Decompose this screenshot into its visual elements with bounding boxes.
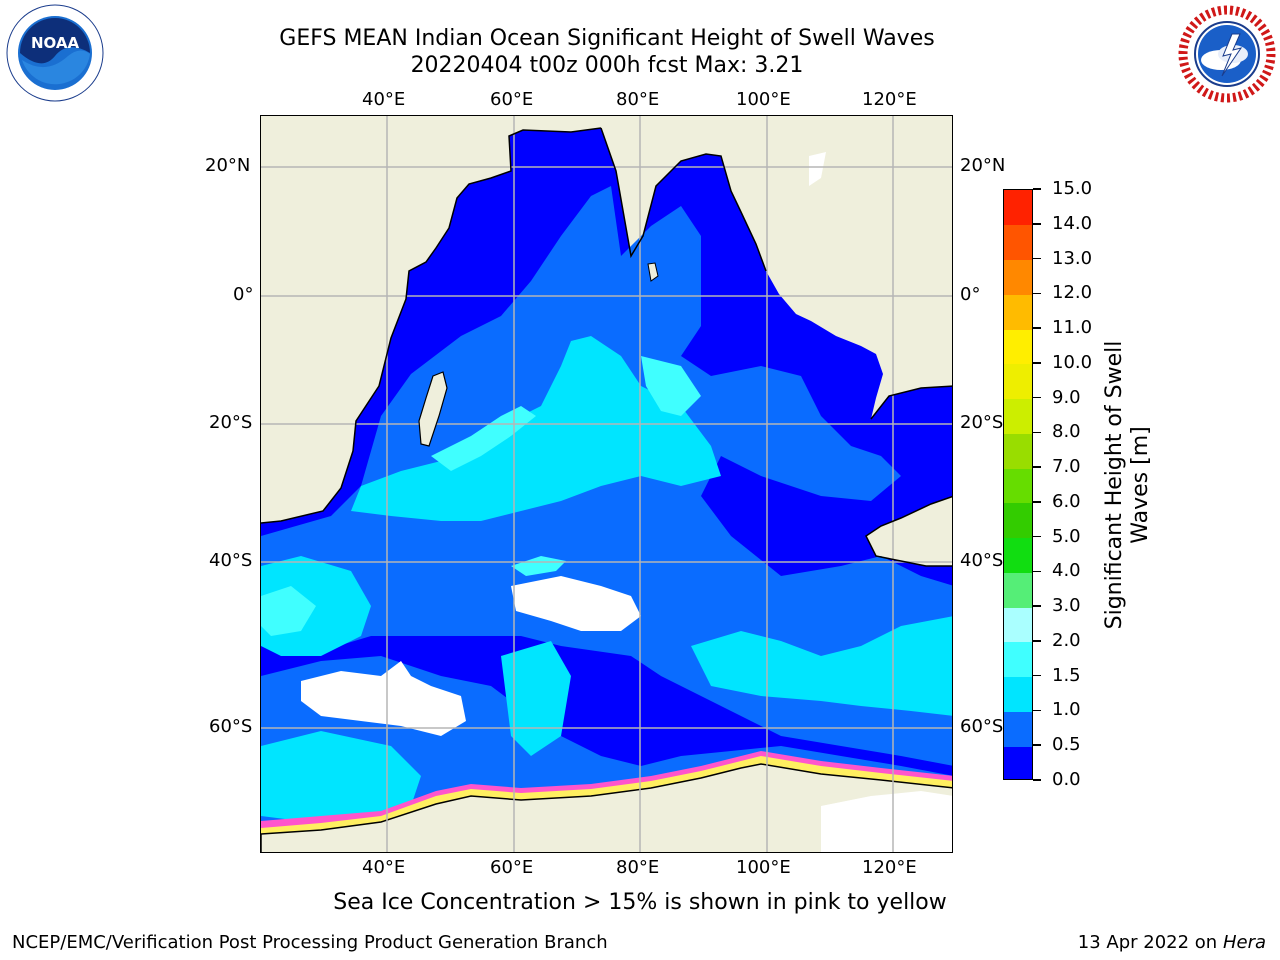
- lat-label-right: 40°S: [960, 550, 1004, 571]
- colorbar-tick-label: 13.0: [1052, 247, 1093, 269]
- colorbar-segment: [1004, 502, 1032, 539]
- lon-label-bottom: 120°E: [862, 857, 917, 878]
- colorbar-tick-mark: [1033, 535, 1041, 538]
- colorbar-segment: [1004, 676, 1032, 712]
- colorbar-segment: [1004, 746, 1032, 779]
- lon-label-top: 100°E: [736, 89, 791, 110]
- colorbar-tick-mark: [1033, 605, 1041, 607]
- colorbar-segment: [1004, 329, 1032, 365]
- colorbar-tick-label: 3.0: [1052, 595, 1081, 617]
- colorbar-tick-mark: [1033, 188, 1041, 190]
- colorbar-tick-mark: [1033, 396, 1041, 399]
- colorbar-tick-label: 14.0: [1052, 212, 1093, 234]
- colorbar: [1003, 189, 1033, 780]
- swell-height-map: [260, 115, 953, 853]
- colorbar-segment: [1004, 641, 1032, 678]
- colorbar-segment: [1004, 607, 1032, 643]
- lon-label-top: 40°E: [362, 89, 406, 110]
- colorbar-tick-mark: [1033, 431, 1041, 434]
- lat-label-right: 60°S: [960, 716, 1004, 737]
- lat-label-left: 40°S: [209, 550, 253, 571]
- colorbar-segment: [1004, 398, 1032, 434]
- colorbar-segment: [1004, 294, 1032, 330]
- colorbar-tick-label: 12.0: [1052, 282, 1093, 304]
- map-title: GEFS MEAN Indian Ocean Significant Heigh…: [279, 26, 935, 51]
- nws-logo-icon: [1177, 4, 1277, 108]
- lon-label-bottom: 100°E: [736, 857, 791, 878]
- colorbar-tick-mark: [1033, 570, 1041, 573]
- sea-ice-footnote: Sea Ice Concentration > 15% is shown in …: [333, 890, 947, 915]
- colorbar-tick-label: 11.0: [1052, 317, 1093, 339]
- colorbar-tick-mark: [1033, 466, 1041, 468]
- colorbar-tick-mark: [1033, 292, 1041, 295]
- colorbar-segment: [1004, 259, 1032, 295]
- producer-credit: NCEP/EMC/Verification Post Processing Pr…: [12, 932, 608, 953]
- colorbar-tick-label: 0.5: [1052, 734, 1081, 756]
- colorbar-tick-mark: [1033, 362, 1041, 364]
- lat-label-left: 20°S: [209, 412, 253, 433]
- lat-label-left: 20°N: [205, 155, 251, 176]
- colorbar-tick-label: 9.0: [1052, 386, 1081, 408]
- lat-label-left: 0°: [233, 284, 254, 305]
- colorbar-tick-label: 0.0: [1052, 769, 1081, 790]
- colorbar-tick-label: 4.0: [1052, 560, 1081, 582]
- lon-label-top: 80°E: [616, 89, 660, 110]
- colorbar-tick-label: 6.0: [1052, 490, 1081, 512]
- lon-label-top: 120°E: [862, 89, 917, 110]
- lat-label-right: 20°N: [960, 155, 1006, 176]
- map-subtitle: 20220404 t00z 000h fcst Max: 3.21: [410, 53, 804, 78]
- colorbar-tick-mark: [1033, 327, 1041, 329]
- colorbar-tick-mark: [1033, 779, 1041, 781]
- colorbar-segment: [1004, 224, 1032, 260]
- noaa-logo-icon: NOAA: [6, 4, 104, 106]
- colorbar-tick-mark: [1033, 501, 1041, 503]
- colorbar-tick-label: 8.0: [1052, 421, 1081, 443]
- machine-name: Hera: [1222, 932, 1266, 953]
- lat-label-right: 0°: [960, 284, 981, 305]
- colorbar-tick-mark: [1033, 223, 1041, 225]
- colorbar-segment: [1004, 190, 1032, 226]
- lon-label-bottom: 60°E: [490, 857, 534, 878]
- colorbar-tick-mark: [1033, 640, 1041, 642]
- lon-label-bottom: 40°E: [362, 857, 406, 878]
- generation-date: 13 Apr 2022 on Hera: [1077, 932, 1266, 953]
- colorbar-tick-label: 7.0: [1052, 456, 1081, 478]
- colorbar-title: Significant Height of Swell Waves [m]: [1102, 340, 1153, 630]
- colorbar-segment: [1004, 468, 1032, 504]
- lon-label-bottom: 80°E: [616, 857, 660, 878]
- colorbar-tick-label: 10.0: [1052, 351, 1093, 373]
- lat-label-right: 20°S: [960, 412, 1004, 433]
- colorbar-tick-label: 15.0: [1052, 178, 1093, 199]
- colorbar-segment: [1004, 711, 1032, 747]
- colorbar-tick-label: 1.5: [1052, 664, 1081, 686]
- lon-label-top: 60°E: [490, 89, 534, 110]
- svg-text:NOAA: NOAA: [31, 34, 80, 52]
- colorbar-tick-mark: [1033, 744, 1041, 746]
- colorbar-tick-mark: [1033, 257, 1041, 260]
- colorbar-tick-mark: [1033, 674, 1041, 677]
- colorbar-tick-mark: [1033, 709, 1041, 712]
- colorbar-tick-label: 2.0: [1052, 629, 1081, 651]
- colorbar-tick-label: 1.0: [1052, 699, 1081, 721]
- colorbar-segment: [1004, 363, 1032, 400]
- colorbar-segment: [1004, 537, 1032, 573]
- colorbar-tick-label: 5.0: [1052, 525, 1081, 547]
- colorbar-segment: [1004, 572, 1032, 608]
- lat-label-left: 60°S: [209, 716, 253, 737]
- colorbar-segment: [1004, 433, 1032, 469]
